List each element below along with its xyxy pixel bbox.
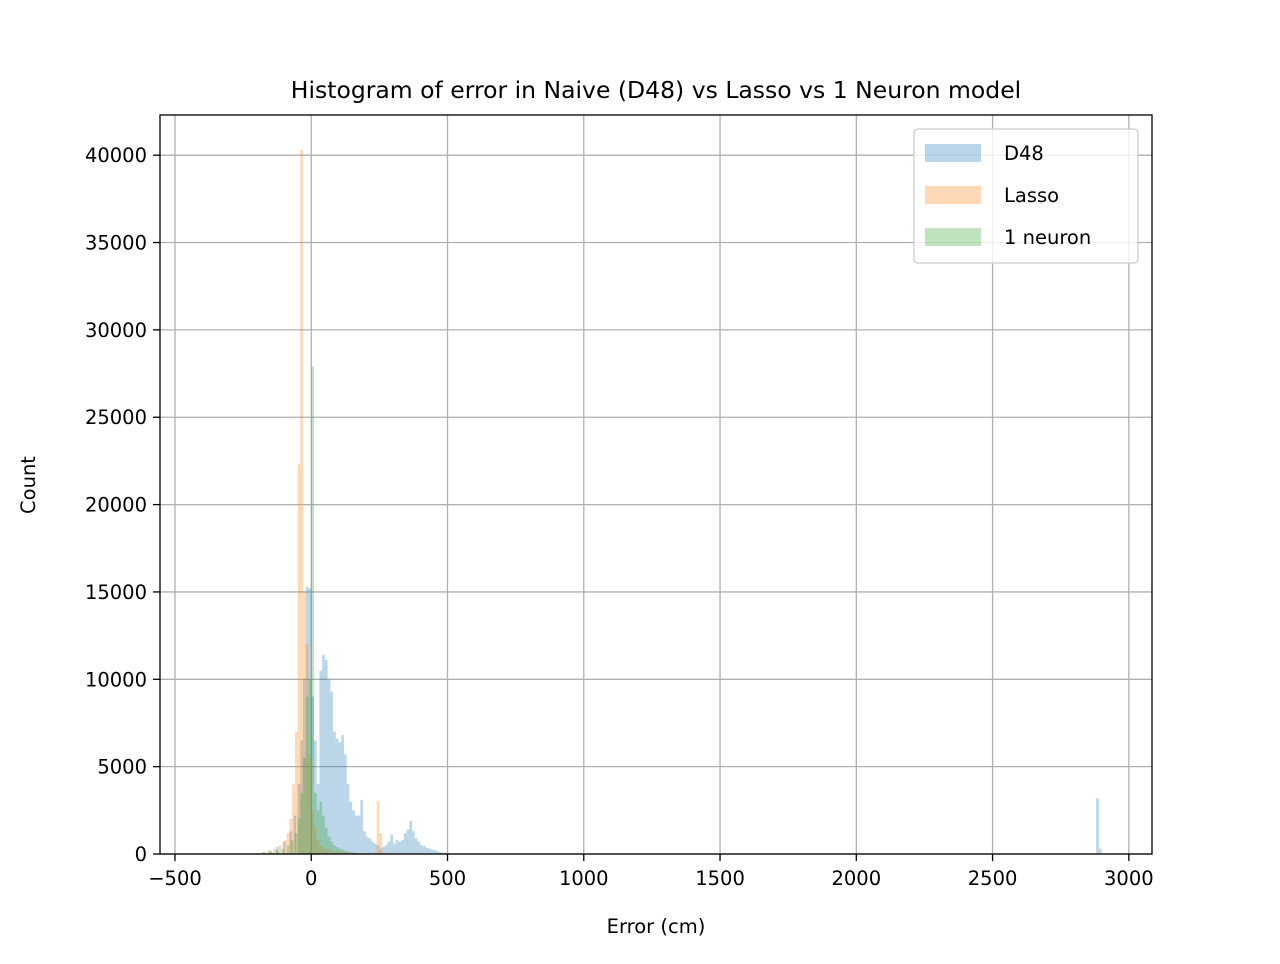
histogram-bar-lasso bbox=[284, 840, 287, 854]
histogram-bar-d48 bbox=[339, 742, 342, 854]
histogram-bar-lasso bbox=[379, 833, 382, 854]
legend-swatch-lasso bbox=[925, 186, 981, 204]
histogram-bar-1-neuron bbox=[298, 819, 301, 854]
histogram-bar-d48 bbox=[431, 850, 434, 854]
histogram-bar-d48 bbox=[1099, 849, 1102, 854]
histogram-bar-d48 bbox=[352, 810, 355, 854]
chart-title: Histogram of error in Naive (D48) vs Las… bbox=[291, 76, 1021, 104]
histogram-bar-d48 bbox=[368, 838, 371, 854]
histogram-bar-d48 bbox=[393, 844, 396, 854]
histogram-bar-d48 bbox=[355, 816, 358, 854]
histogram-bar-d48 bbox=[420, 845, 423, 854]
histogram-bar-lasso bbox=[298, 464, 301, 854]
y-tick-label: 30000 bbox=[85, 319, 147, 342]
x-tick-label: 2500 bbox=[968, 867, 1018, 890]
histogram-bar-d48 bbox=[336, 739, 339, 854]
y-tick-label: 10000 bbox=[85, 668, 147, 691]
legend-label-1-neuron: 1 neuron bbox=[1004, 226, 1091, 249]
histogram-bar-d48 bbox=[1096, 798, 1099, 854]
x-tick-label: 0 bbox=[305, 867, 317, 890]
histogram-bar-1-neuron bbox=[287, 845, 290, 854]
histogram-bar-1-neuron bbox=[314, 793, 317, 854]
histogram-bar-1-neuron bbox=[328, 837, 331, 854]
histogram-bar-d48 bbox=[426, 848, 429, 854]
histogram-bar-d48 bbox=[344, 754, 347, 854]
legend-label-d48: D48 bbox=[1004, 142, 1044, 165]
y-tick-label: 25000 bbox=[85, 406, 147, 429]
histogram-bar-1-neuron bbox=[306, 697, 309, 854]
histogram-bar-1-neuron bbox=[311, 367, 314, 854]
histogram-bar-1-neuron bbox=[319, 802, 322, 854]
y-tick-label: 15000 bbox=[85, 581, 147, 604]
histogram-bar-d48 bbox=[390, 835, 393, 854]
histogram-bar-1-neuron bbox=[303, 758, 306, 854]
histogram-bar-d48 bbox=[412, 831, 415, 854]
histogram-bar-lasso bbox=[300, 150, 303, 854]
histogram-bar-d48 bbox=[409, 821, 412, 854]
histogram-bar-d48 bbox=[407, 830, 410, 854]
histogram-bar-d48 bbox=[366, 837, 369, 854]
histogram-bar-d48 bbox=[341, 735, 344, 854]
legend-label-lasso: Lasso bbox=[1004, 184, 1059, 207]
histogram-bar-d48 bbox=[358, 816, 361, 854]
histogram-bar-1-neuron bbox=[300, 793, 303, 854]
histogram-bar-d48 bbox=[396, 840, 399, 854]
y-tick-label: 35000 bbox=[85, 232, 147, 255]
histogram-bar-1-neuron bbox=[281, 849, 284, 854]
x-axis-label: Error (cm) bbox=[607, 915, 706, 938]
histogram-bar-lasso bbox=[273, 849, 276, 854]
histogram-bar-d48 bbox=[415, 838, 418, 854]
histogram-bar-d48 bbox=[333, 732, 336, 854]
y-tick-label: 0 bbox=[135, 843, 147, 866]
x-tick-label: 2000 bbox=[831, 867, 881, 890]
histogram-bar-d48 bbox=[349, 802, 352, 854]
histogram-bar-d48 bbox=[385, 845, 388, 854]
histogram-bar-1-neuron bbox=[325, 828, 328, 854]
y-tick-label: 40000 bbox=[85, 144, 147, 167]
histogram-bar-d48 bbox=[428, 849, 431, 854]
x-tick-label: −500 bbox=[148, 867, 202, 890]
histogram-bar-d48 bbox=[404, 833, 407, 854]
histogram-bar-d48 bbox=[371, 842, 374, 854]
histogram-bar-1-neuron bbox=[339, 849, 342, 854]
legend: D48 Lasso 1 neuron bbox=[914, 129, 1138, 263]
histogram-bar-d48 bbox=[401, 840, 404, 854]
histogram-bar-d48 bbox=[398, 842, 401, 854]
x-tick-label: 1500 bbox=[695, 867, 745, 890]
histogram-bar-lasso bbox=[377, 802, 380, 854]
histogram-bar-1-neuron bbox=[309, 679, 312, 854]
histogram-bar-d48 bbox=[325, 660, 328, 854]
histogram-bar-d48 bbox=[423, 846, 426, 854]
histogram-bar-lasso bbox=[279, 845, 282, 854]
histogram-bar-1-neuron bbox=[295, 833, 298, 854]
histogram-bar-1-neuron bbox=[330, 842, 333, 854]
histogram-bar-d48 bbox=[418, 842, 421, 854]
x-tick-label: 3000 bbox=[1104, 867, 1154, 890]
histogram-bar-1-neuron bbox=[341, 850, 344, 854]
histogram-bar-1-neuron bbox=[322, 816, 325, 854]
x-tick-label: 500 bbox=[429, 867, 466, 890]
histogram-bar-1-neuron bbox=[317, 810, 320, 854]
histogram-bar-d48 bbox=[388, 842, 391, 854]
y-axis-label: Count bbox=[17, 456, 40, 514]
legend-swatch-1-neuron bbox=[925, 228, 981, 246]
histogram-bar-1-neuron bbox=[333, 845, 336, 854]
legend-swatch-d48 bbox=[925, 144, 981, 162]
histogram-bar-d48 bbox=[328, 679, 331, 854]
histogram-bar-d48 bbox=[330, 692, 333, 854]
histogram-bar-1-neuron bbox=[336, 847, 339, 854]
histogram-bar-d48 bbox=[360, 800, 363, 854]
histogram-bar-1-neuron bbox=[291, 840, 294, 854]
x-tick-label: 1000 bbox=[559, 867, 609, 890]
histogram-bar-d48 bbox=[347, 784, 350, 854]
y-tick-label: 20000 bbox=[85, 494, 147, 517]
histogram-bar-d48 bbox=[363, 831, 366, 854]
y-tick-label: 5000 bbox=[97, 756, 147, 779]
